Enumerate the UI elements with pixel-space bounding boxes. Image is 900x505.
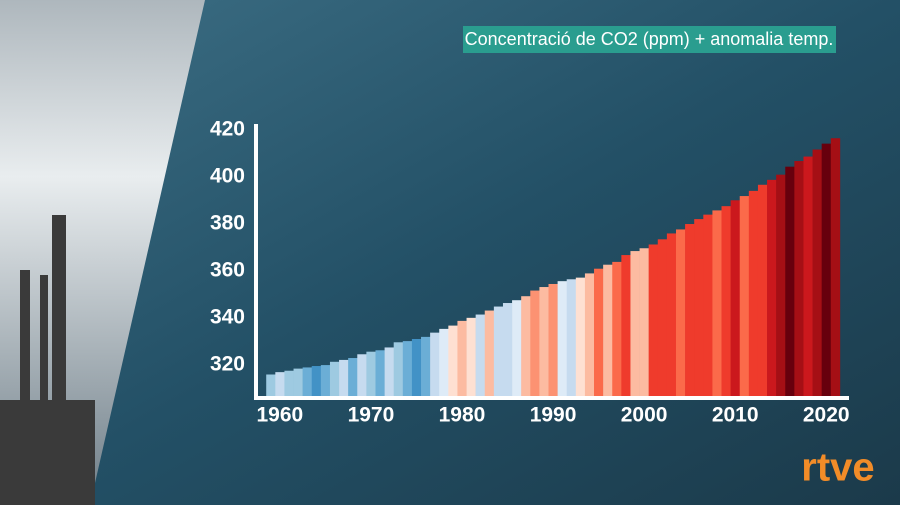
bar	[466, 317, 476, 398]
chimneys	[0, 215, 95, 505]
bar	[584, 273, 595, 398]
bar	[666, 233, 677, 398]
bar	[493, 306, 504, 398]
bar	[311, 366, 322, 398]
y-tick-label: 400	[210, 165, 245, 188]
bar	[457, 320, 467, 398]
y-tick-label: 320	[210, 353, 245, 376]
bar	[566, 279, 577, 398]
bar	[384, 347, 394, 398]
bar	[730, 200, 741, 398]
bar	[302, 367, 313, 398]
bar	[475, 314, 486, 398]
bar	[502, 303, 513, 398]
bar	[320, 365, 331, 398]
bar	[603, 264, 613, 398]
x-tick-label: 1990	[530, 404, 577, 427]
y-tick-label: 360	[210, 259, 245, 282]
y-tick-label: 380	[210, 212, 245, 235]
bar	[439, 328, 449, 398]
bar	[530, 290, 540, 398]
bar	[266, 374, 276, 398]
bar	[411, 338, 422, 398]
bar	[648, 244, 659, 398]
x-tick-label: 2010	[712, 404, 759, 427]
bar	[557, 281, 568, 398]
bar	[776, 174, 786, 398]
bar	[830, 138, 841, 398]
bar	[794, 161, 804, 398]
bar	[748, 190, 759, 398]
bar	[421, 336, 431, 398]
x-tick-label: 1970	[348, 404, 395, 427]
chart-title: Concentració de CO2 (ppm) + anomalia tem…	[465, 29, 834, 49]
x-tick-label: 2000	[621, 404, 668, 427]
bar	[739, 196, 750, 398]
title-box	[463, 26, 836, 53]
bar	[548, 283, 558, 398]
x-tick-label: 1960	[257, 404, 304, 427]
bar	[767, 179, 777, 398]
bar	[694, 219, 704, 398]
bar	[803, 156, 813, 398]
bar	[430, 332, 440, 398]
bar	[821, 143, 832, 398]
bar	[785, 166, 795, 398]
bar	[539, 287, 549, 398]
y-tick-label: 340	[210, 306, 245, 329]
bar	[594, 268, 604, 398]
smoke-photo	[0, 0, 205, 505]
bar	[357, 354, 367, 398]
bar	[293, 368, 303, 398]
bar	[575, 277, 586, 398]
bar	[703, 214, 713, 398]
bar	[612, 261, 622, 398]
bar	[448, 325, 458, 398]
bar	[521, 296, 531, 398]
bar	[348, 358, 358, 398]
bar	[630, 251, 640, 398]
bar	[712, 210, 722, 398]
bar	[685, 224, 695, 398]
y-tick-label: 420	[210, 118, 245, 141]
bar	[393, 342, 404, 398]
bar	[675, 229, 686, 398]
bar	[639, 248, 649, 398]
bar	[375, 350, 385, 398]
bar	[757, 184, 768, 398]
bar	[812, 149, 822, 398]
logo: rtve	[801, 446, 874, 490]
bar	[512, 300, 522, 398]
bar	[657, 239, 668, 398]
x-tick-label: 1980	[439, 404, 486, 427]
bar	[484, 310, 495, 398]
bar	[366, 351, 376, 398]
bar	[721, 206, 731, 398]
bar	[402, 341, 413, 398]
bar	[621, 255, 631, 398]
bar	[329, 361, 340, 398]
bar	[339, 359, 349, 398]
bar	[284, 370, 294, 398]
x-tick-label: 2020	[803, 404, 850, 427]
bar	[275, 372, 285, 398]
